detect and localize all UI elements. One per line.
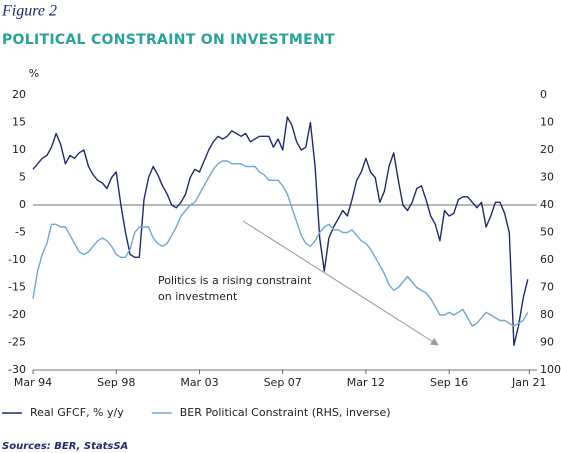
y2-tick-label: 0	[540, 88, 547, 101]
y2-tick-label: 10	[540, 116, 554, 129]
y-tick-label: 0	[19, 198, 26, 211]
legend-label: Real GFCF, % y/y	[30, 406, 124, 419]
y2-tick-label: 80	[540, 308, 554, 321]
x-tick-label: Sep 07	[264, 376, 302, 389]
series-line	[32, 116, 529, 346]
y-tick-label: -5	[15, 226, 26, 239]
x-tick-label: Mar 12	[347, 376, 385, 389]
annotation-arrow	[242, 220, 439, 346]
y2-tick-label: 20	[540, 143, 554, 156]
figure-label: Figure 2	[1, 3, 57, 20]
y2-tick-label: 30	[540, 171, 554, 184]
y-tick-label: 15	[12, 116, 26, 129]
legend-label: BER Political Constraint (RHS, inverse)	[180, 406, 391, 419]
chart-title: POLITICAL CONSTRAINT ON INVESTMENT	[2, 32, 335, 48]
annotation: on investment	[158, 290, 238, 303]
x-tick-label: Sep 98	[97, 376, 135, 389]
y-tick-label: 10	[12, 143, 26, 156]
x-tick-label: Jan 21	[511, 376, 546, 389]
y2-tick-label: 40	[540, 198, 554, 211]
y-tick-label: 20	[12, 88, 26, 101]
annotation: Politics is a rising constraint	[158, 274, 312, 287]
series-line	[32, 160, 529, 327]
y-tick-label: -15	[8, 281, 26, 294]
y-tick-label: -25	[8, 336, 26, 349]
y2-tick-label: 70	[540, 281, 554, 294]
x-tick-label: Mar 03	[180, 376, 218, 389]
y-tick-label: -10	[8, 253, 26, 266]
source: Sources: BER, StatsSA	[2, 441, 128, 452]
y-tick-label: -20	[8, 308, 26, 321]
y-tick-label: -30	[8, 363, 26, 376]
y2-tick-label: 60	[540, 253, 554, 266]
y-tick-label: 5	[19, 171, 26, 184]
x-tick-label: Sep 16	[430, 376, 468, 389]
x-tick-label: Mar 94	[14, 376, 52, 389]
y2-tick-label: 100	[540, 363, 561, 376]
y2-tick-label: 90	[540, 336, 554, 349]
y-unit: %	[29, 67, 39, 80]
y2-tick-label: 50	[540, 226, 554, 239]
